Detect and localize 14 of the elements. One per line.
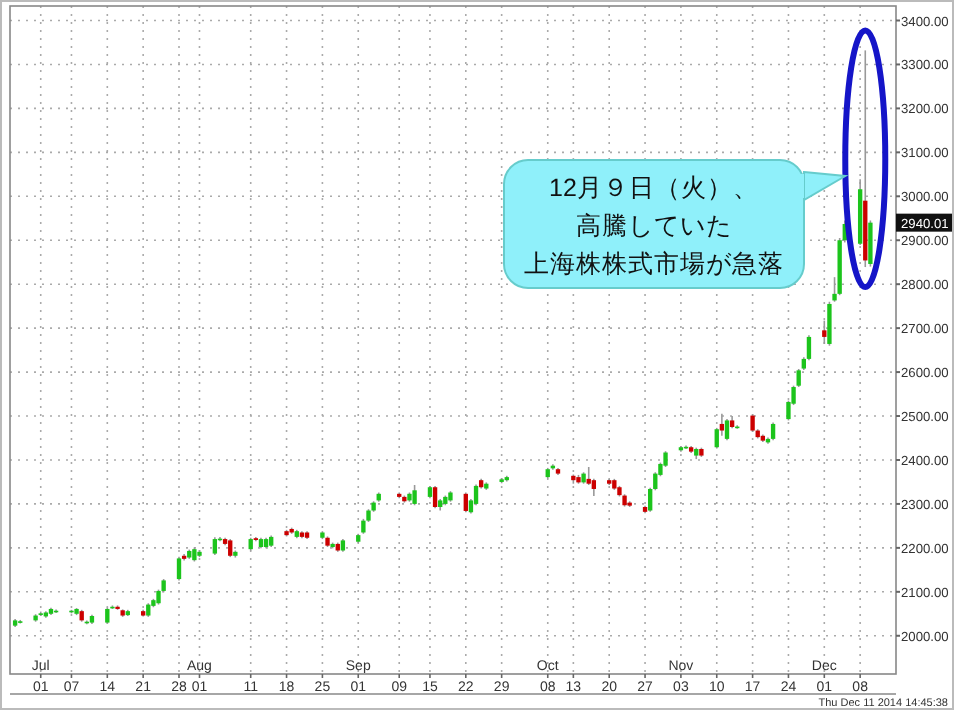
candlestick [228, 538, 233, 558]
candlestick [473, 483, 479, 507]
candlestick [176, 555, 182, 582]
candlestick [806, 334, 812, 362]
candlestick [724, 418, 730, 441]
candlestick [412, 484, 417, 507]
annotation: 12月９日（火）、 [549, 174, 759, 202]
annotation: 上海株株式市場が急落 [524, 250, 784, 278]
candlestick [822, 319, 827, 345]
candlestick [796, 368, 801, 388]
candlestick [432, 485, 438, 510]
annotation: 高騰していた [576, 210, 732, 240]
candlestick [463, 491, 468, 514]
candlestick [827, 300, 832, 347]
